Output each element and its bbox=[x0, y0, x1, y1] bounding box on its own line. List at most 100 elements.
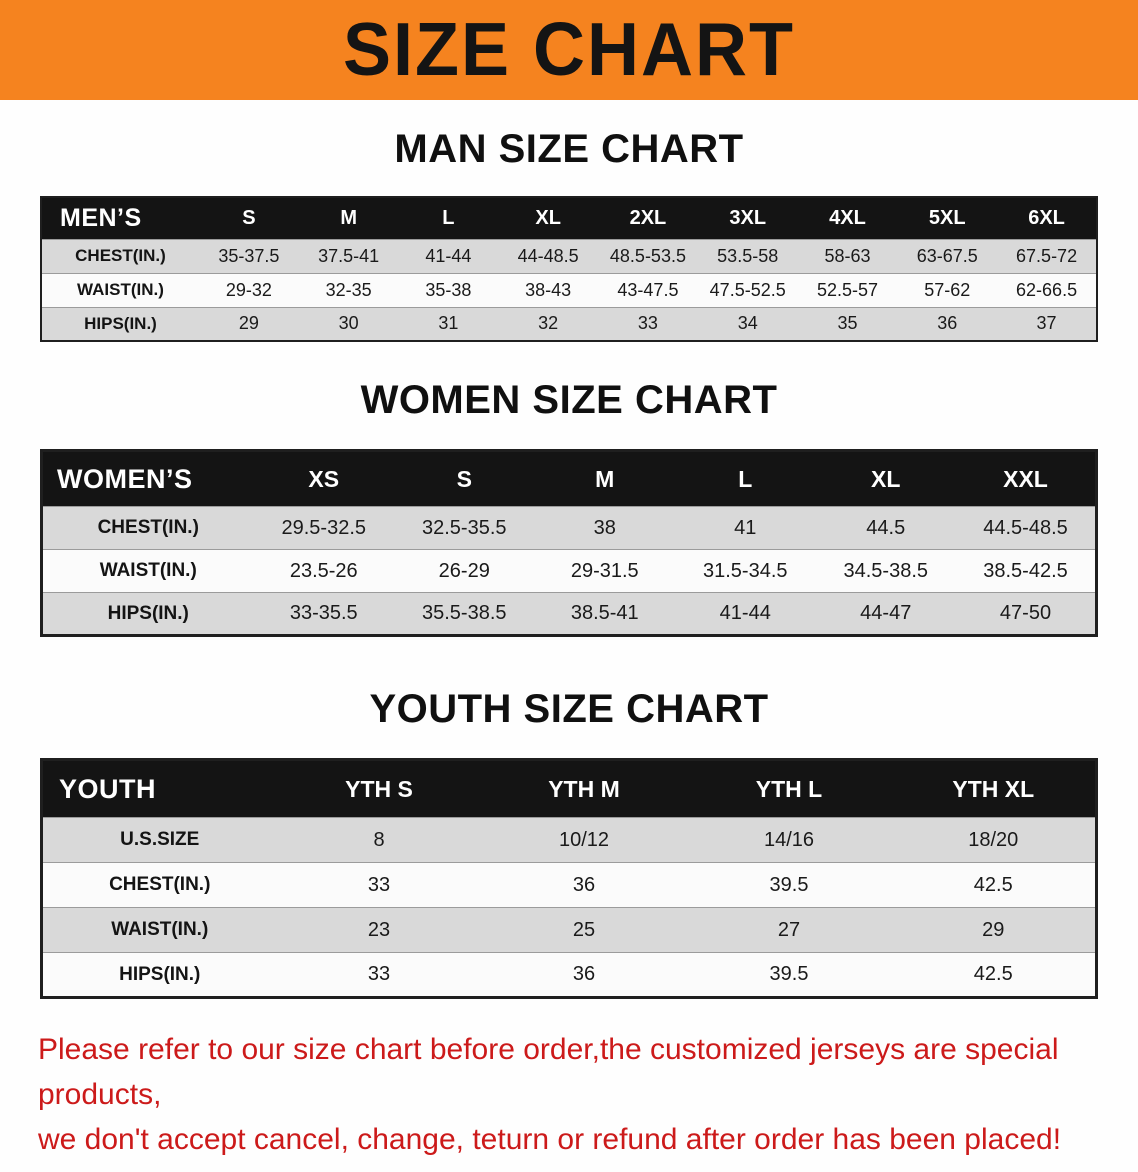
size-value: 52.5-57 bbox=[816, 279, 878, 300]
size-value: 25 bbox=[572, 918, 596, 941]
size-value: 42.5 bbox=[973, 873, 1013, 896]
size-value: 36 bbox=[572, 873, 596, 896]
size-value: 18/20 bbox=[968, 828, 1019, 851]
size-value: 29-31.5 bbox=[570, 559, 639, 582]
row-label: CHEST(IN.) bbox=[109, 874, 211, 895]
measurement-row: CHEST(IN.) 29.5-32.5 32.5-35.5 38 41 44.5 44.5… bbox=[41, 506, 1097, 550]
men-section-heading: MAN SIZE CHART bbox=[394, 127, 744, 171]
size-value: 35-37.5 bbox=[218, 245, 280, 266]
size-value: 41 bbox=[734, 516, 757, 539]
size-column-header: 5XL bbox=[897, 197, 998, 239]
table-title-cell: WOMEN’S bbox=[41, 450, 254, 507]
size-value: 33 bbox=[367, 963, 391, 985]
women-size-section: WOMEN SIZE CHART WOMEN’S XS S M L XL XXL CHEST(… bbox=[0, 378, 1138, 637]
measurement-row: WAIST(IN.) 23.5-26 26-29 29-31.5 31.5-34.5 34… bbox=[41, 549, 1097, 593]
row-label: HIPS(IN.) bbox=[119, 963, 201, 985]
size-column-header: M bbox=[534, 450, 675, 507]
size-value: 34 bbox=[737, 313, 758, 334]
size-value: 36 bbox=[572, 963, 596, 985]
size-value: 31 bbox=[438, 313, 459, 334]
measurement-row: WAIST(IN.) 29-32 32-35 35-38 38-43 43-47.5 47.… bbox=[41, 273, 1097, 307]
size-value: 38 bbox=[593, 516, 616, 539]
size-value: 8 bbox=[373, 828, 385, 851]
size-value: 29 bbox=[238, 313, 259, 334]
table-header-row: MEN’S S M L XL 2XL 3XL 4XL 5XL 6XL bbox=[41, 197, 1097, 239]
size-value: 14/16 bbox=[763, 828, 815, 851]
women-size-table: WOMEN’S XS S M L XL XXL CHEST(IN.) 29.5-32.5 32.5… bbox=[40, 449, 1098, 637]
size-value: 34.5-38.5 bbox=[843, 559, 928, 582]
youth-section-heading: YOUTH SIZE CHART bbox=[369, 687, 769, 731]
size-value: 43-47.5 bbox=[617, 279, 679, 300]
size-value: 47.5-52.5 bbox=[709, 279, 786, 300]
size-value: 58-63 bbox=[824, 245, 871, 266]
size-value: 29 bbox=[982, 918, 1005, 941]
size-column-header: XXL bbox=[956, 450, 1097, 507]
size-column-header: XS bbox=[253, 450, 394, 507]
men-size-section: MAN SIZE CHART MEN’S S M L XL 2XL 3XL 4XL 5XL 6XL… bbox=[0, 127, 1138, 342]
size-value: 67.5-72 bbox=[1016, 245, 1078, 266]
size-value: 48.5-53.5 bbox=[609, 245, 686, 266]
size-column-header: XL bbox=[498, 197, 599, 239]
youth-size-table: YOUTH YTH S YTH M YTH L YTH XL U.S.SIZE 8 10/12… bbox=[40, 758, 1098, 999]
size-value: 37.5-41 bbox=[318, 245, 380, 266]
row-label: WAIST(IN.) bbox=[111, 919, 209, 940]
disclaimer-line-2: we don't accept cancel, change, teturn o… bbox=[38, 1123, 1062, 1156]
size-column-header: YTH S bbox=[276, 759, 482, 818]
size-value: 33-35.5 bbox=[289, 602, 358, 624]
size-value: 41-44 bbox=[425, 245, 472, 266]
youth-size-section: YOUTH SIZE CHART YOUTH YTH S YTH M YTH L YTH… bbox=[0, 687, 1138, 999]
size-value: 57-62 bbox=[924, 279, 971, 300]
size-value: 38-43 bbox=[525, 279, 572, 300]
size-column-header: L bbox=[398, 197, 499, 239]
size-column-header: XL bbox=[815, 450, 956, 507]
size-value: 33 bbox=[367, 873, 391, 896]
size-value: 35 bbox=[837, 313, 858, 334]
measurement-row: HIPS(IN.) 33 36 39.5 42.5 bbox=[41, 952, 1097, 998]
table-title-cell: YOUTH bbox=[41, 759, 277, 818]
size-value: 38.5-41 bbox=[570, 602, 639, 624]
size-column-header: YTH L bbox=[686, 759, 892, 818]
size-column-header: YTH M bbox=[481, 759, 687, 818]
size-value: 32-35 bbox=[325, 279, 372, 300]
row-label: WAIST(IN.) bbox=[99, 560, 197, 581]
size-value: 23 bbox=[367, 918, 391, 941]
row-label: CHEST(IN.) bbox=[97, 517, 199, 538]
size-value: 42.5 bbox=[973, 963, 1013, 985]
size-value: 44-48.5 bbox=[517, 245, 579, 266]
size-value: 44.5 bbox=[866, 516, 906, 539]
size-value: 47-50 bbox=[999, 602, 1052, 624]
size-value: 31.5-34.5 bbox=[702, 559, 788, 582]
size-column-header: 3XL bbox=[697, 197, 798, 239]
disclaimer-line-1: Please refer to our size chart before or… bbox=[38, 1033, 1059, 1111]
size-value: 35-38 bbox=[425, 279, 472, 300]
size-column-header: 4XL bbox=[797, 197, 898, 239]
size-value: 37 bbox=[1036, 313, 1057, 334]
page-title: SIZE CHART bbox=[343, 8, 795, 93]
size-value: 62-66.5 bbox=[1016, 279, 1078, 300]
size-column-header: L bbox=[675, 450, 816, 507]
size-value: 39.5 bbox=[769, 963, 809, 985]
measurement-row: HIPS(IN.) 33-35.5 35.5-38.5 38.5-41 41-44 44-… bbox=[41, 592, 1097, 636]
measurement-row: CHEST(IN.) 35-37.5 37.5-41 41-44 44-48.5 48.5… bbox=[41, 239, 1097, 273]
size-value: 26-29 bbox=[438, 559, 490, 582]
measurement-row: U.S.SIZE 8 10/12 14/16 18/20 bbox=[41, 817, 1097, 863]
row-label: HIPS(IN.) bbox=[84, 313, 157, 333]
measurement-row: WAIST(IN.) 23 25 27 29 bbox=[41, 907, 1097, 953]
size-column-header: 2XL bbox=[598, 197, 698, 239]
size-column-header: YTH XL bbox=[891, 759, 1097, 818]
size-value: 38.5-42.5 bbox=[983, 559, 1068, 582]
size-value: 32 bbox=[538, 313, 559, 334]
size-value: 30 bbox=[338, 313, 359, 334]
row-label: CHEST(IN.) bbox=[75, 246, 166, 265]
size-value: 29-32 bbox=[225, 279, 272, 300]
size-value: 44.5-48.5 bbox=[983, 516, 1068, 539]
size-column-header: S bbox=[199, 197, 299, 239]
size-value: 39.5 bbox=[769, 873, 809, 896]
size-value: 53.5-58 bbox=[717, 245, 779, 266]
measurement-row: CHEST(IN.) 33 36 39.5 42.5 bbox=[41, 862, 1097, 908]
size-column-header: 6XL bbox=[997, 197, 1097, 239]
size-value: 41-44 bbox=[719, 602, 771, 624]
size-value: 35.5-38.5 bbox=[421, 602, 507, 624]
size-column-header: S bbox=[394, 450, 535, 507]
